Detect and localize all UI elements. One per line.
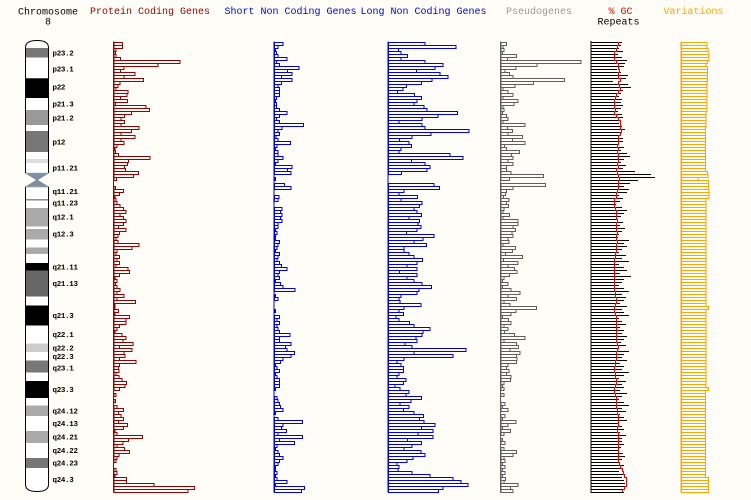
svg-text:q21.11: q21.11 — [53, 265, 79, 273]
svg-text:q12.1: q12.1 — [53, 215, 75, 223]
svg-text:q22.1: q22.1 — [53, 332, 75, 340]
svg-text:Repeats: Repeats — [598, 18, 640, 29]
svg-text:p21.2: p21.2 — [53, 116, 75, 124]
svg-text:Variations: Variations — [664, 6, 724, 18]
svg-text:Long Non Coding Genes: Long Non Coding Genes — [361, 6, 487, 18]
svg-text:q23.1: q23.1 — [53, 366, 75, 374]
svg-text:q24.12: q24.12 — [53, 409, 79, 417]
svg-text:Pseudogenes: Pseudogenes — [506, 6, 572, 18]
svg-text:q21.3: q21.3 — [53, 313, 75, 321]
svg-text:q24.23: q24.23 — [53, 461, 79, 469]
svg-text:p23.1: p23.1 — [53, 67, 75, 75]
svg-text:q24.22: q24.22 — [53, 448, 79, 456]
svg-text:q22.3: q22.3 — [53, 354, 75, 362]
svg-text:p12: p12 — [53, 140, 66, 148]
svg-text:Chromosome: Chromosome — [18, 7, 78, 19]
svg-text:p21.3: p21.3 — [53, 102, 75, 110]
svg-text:q12.3: q12.3 — [53, 232, 75, 240]
svg-text:8: 8 — [45, 18, 51, 29]
svg-text:q22.2: q22.2 — [53, 346, 75, 354]
svg-text:p22: p22 — [53, 85, 66, 93]
svg-text:p23.2: p23.2 — [53, 51, 75, 59]
svg-text:q11.21: q11.21 — [53, 189, 79, 197]
svg-text:q23.3: q23.3 — [53, 387, 75, 395]
svg-text:% GC: % GC — [609, 7, 633, 18]
svg-text:q24.3: q24.3 — [53, 477, 75, 485]
svg-text:q21.13: q21.13 — [53, 281, 79, 289]
svg-text:q24.21: q24.21 — [53, 435, 79, 443]
svg-text:q24.13: q24.13 — [53, 421, 79, 429]
svg-text:Protein Coding Genes: Protein Coding Genes — [90, 6, 210, 18]
svg-text:p11.21: p11.21 — [53, 166, 79, 174]
svg-text:Short Non Coding Genes: Short Non Coding Genes — [225, 6, 357, 18]
svg-text:q11.23: q11.23 — [53, 201, 79, 209]
